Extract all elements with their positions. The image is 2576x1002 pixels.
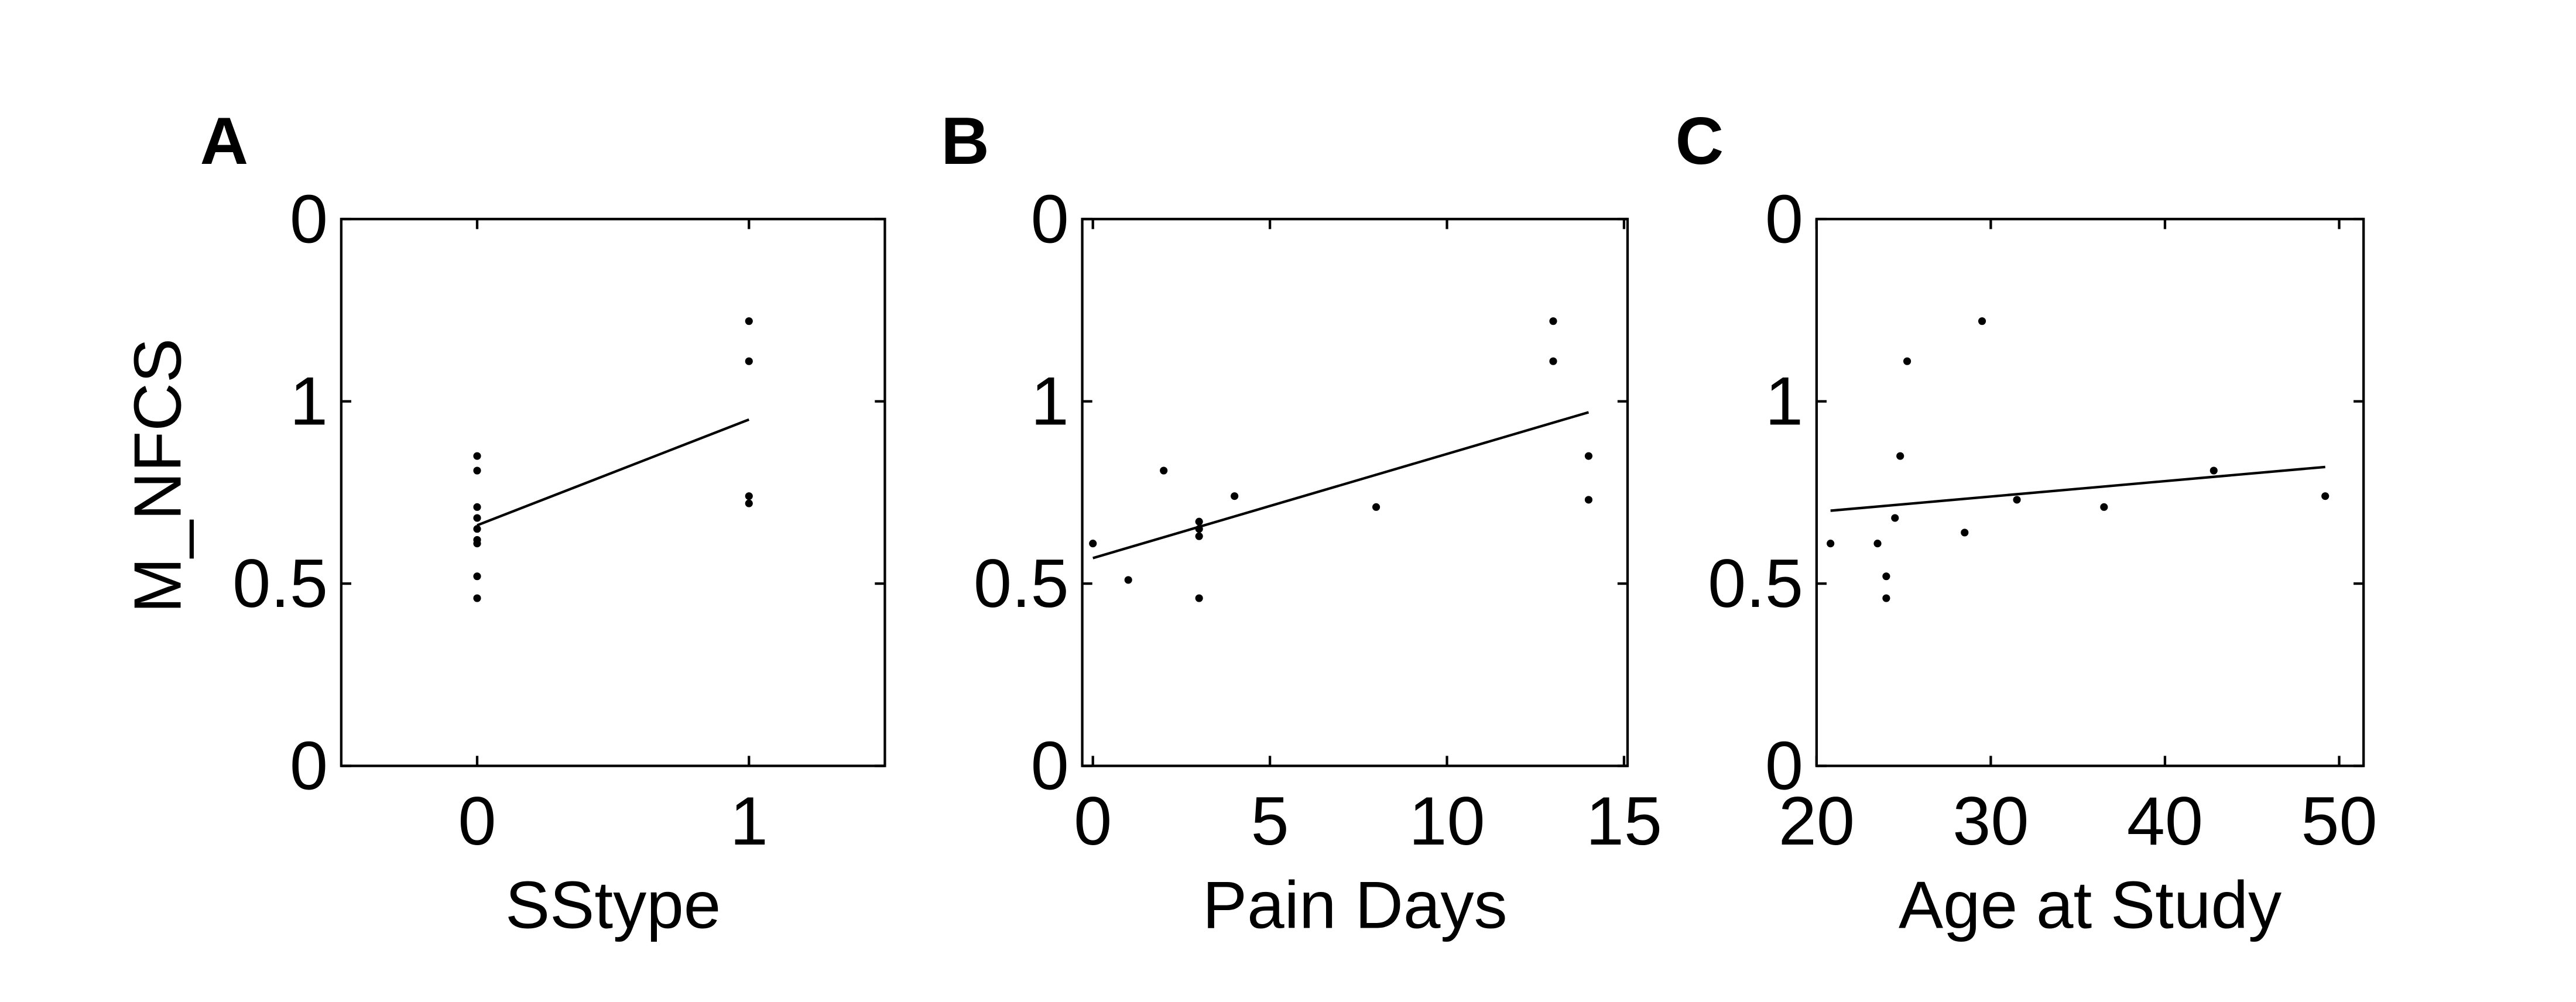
panel-label: C [1676, 104, 1724, 179]
point [1160, 466, 1168, 475]
point [745, 357, 753, 365]
point [1231, 492, 1239, 500]
y-tick-label: 0 [1031, 180, 1069, 257]
x-tick-label: 20 [1779, 783, 1855, 859]
x-axis-label: SStype [505, 869, 721, 943]
y-tick-label: 0 [1765, 728, 1803, 804]
y-tick-label: 0.5 [974, 545, 1069, 622]
point [745, 492, 753, 500]
point [473, 452, 481, 460]
point [1124, 576, 1132, 584]
point [1584, 452, 1593, 460]
x-tick-label: 15 [1586, 783, 1662, 859]
point [745, 317, 753, 325]
y-tick-label: 0 [290, 728, 328, 804]
point [1089, 540, 1097, 548]
point [473, 572, 481, 581]
point [473, 594, 481, 602]
point [1891, 514, 1899, 522]
axes-box [340, 218, 886, 767]
point [1195, 525, 1203, 533]
y-tick-label: 0.5 [232, 545, 328, 622]
point [1896, 452, 1904, 460]
y-tick-label: 0 [1031, 728, 1069, 804]
x-tick-label: 0 [458, 783, 496, 859]
panel-label: B [941, 104, 989, 179]
point [1873, 540, 1882, 548]
point [1903, 357, 1912, 365]
point [1978, 317, 1986, 325]
x-axis-label: Age at Study [1899, 869, 2282, 943]
y-tick-label: 1 [290, 363, 328, 440]
point [1372, 503, 1381, 511]
point [473, 466, 481, 475]
panel-label: A [200, 104, 249, 179]
axes-box [1815, 218, 2365, 767]
x-tick-label: 10 [1409, 783, 1485, 859]
point [1195, 517, 1203, 526]
x-tick-label: 30 [1952, 783, 2029, 859]
point [1195, 594, 1203, 602]
y-tick-label: 0.5 [1708, 545, 1803, 622]
point [1549, 317, 1557, 325]
point [2013, 496, 2021, 504]
fit-line [1830, 465, 2325, 512]
point [2321, 492, 2330, 500]
point [473, 540, 481, 548]
point [1584, 496, 1593, 504]
point [473, 525, 481, 533]
x-tick-label: 50 [2301, 783, 2377, 859]
x-axis-label: Pain Days [1203, 869, 1508, 943]
point [473, 503, 481, 511]
x-tick-label: 5 [1251, 783, 1289, 859]
x-tick-label: 0 [1074, 783, 1112, 859]
y-tick-label: 0 [1765, 180, 1803, 257]
point [2210, 466, 2218, 475]
x-tick-label: 40 [2127, 783, 2203, 859]
point [1882, 594, 1890, 602]
point [745, 499, 753, 507]
point [1882, 572, 1890, 581]
y-tick-label: 1 [1765, 363, 1803, 440]
fit-line [477, 418, 750, 527]
x-tick-label: 1 [730, 783, 768, 859]
point [1827, 540, 1835, 548]
y-axis-label: M_NFCS [121, 338, 196, 613]
point [1961, 529, 1969, 537]
point [1195, 532, 1203, 540]
y-tick-label: 0 [290, 180, 328, 257]
fit-line [1092, 411, 1590, 560]
axes-box [1081, 218, 1629, 767]
point [2100, 503, 2108, 511]
point [473, 514, 481, 522]
y-tick-label: 1 [1031, 363, 1069, 440]
point [1549, 357, 1557, 365]
